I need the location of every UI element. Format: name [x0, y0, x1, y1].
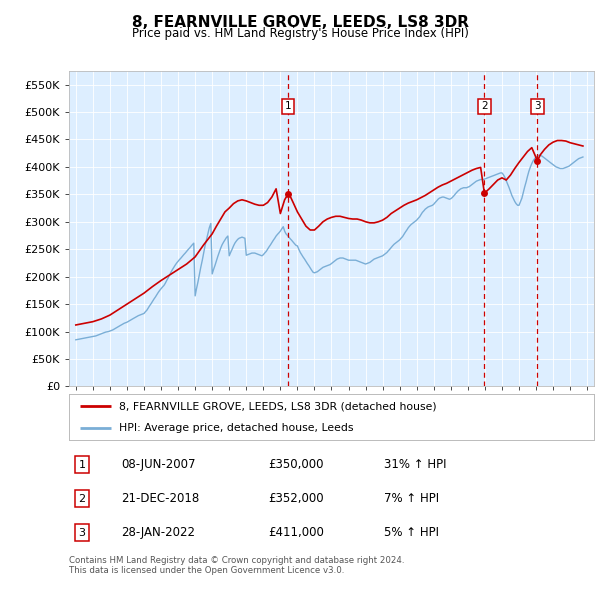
Text: 8, FEARNVILLE GROVE, LEEDS, LS8 3DR: 8, FEARNVILLE GROVE, LEEDS, LS8 3DR: [131, 15, 469, 30]
Text: 31% ↑ HPI: 31% ↑ HPI: [384, 458, 446, 471]
Text: 7% ↑ HPI: 7% ↑ HPI: [384, 492, 439, 505]
Text: Price paid vs. HM Land Registry's House Price Index (HPI): Price paid vs. HM Land Registry's House …: [131, 27, 469, 40]
Text: 8, FEARNVILLE GROVE, LEEDS, LS8 3DR (detached house): 8, FEARNVILLE GROVE, LEEDS, LS8 3DR (det…: [119, 401, 437, 411]
Text: HPI: Average price, detached house, Leeds: HPI: Average price, detached house, Leed…: [119, 422, 353, 432]
Text: 3: 3: [79, 527, 86, 537]
Text: This data is licensed under the Open Government Licence v3.0.: This data is licensed under the Open Gov…: [69, 566, 344, 575]
Text: £411,000: £411,000: [269, 526, 325, 539]
Text: 2: 2: [79, 494, 86, 503]
Text: 08-JUN-2007: 08-JUN-2007: [121, 458, 196, 471]
Text: £350,000: £350,000: [269, 458, 324, 471]
Text: 5% ↑ HPI: 5% ↑ HPI: [384, 526, 439, 539]
Text: 3: 3: [534, 101, 541, 112]
Text: 1: 1: [79, 460, 86, 470]
Text: 21-DEC-2018: 21-DEC-2018: [121, 492, 200, 505]
Text: 28-JAN-2022: 28-JAN-2022: [121, 526, 196, 539]
Text: £352,000: £352,000: [269, 492, 324, 505]
Text: Contains HM Land Registry data © Crown copyright and database right 2024.: Contains HM Land Registry data © Crown c…: [69, 556, 404, 565]
Text: 2: 2: [481, 101, 488, 112]
Text: 1: 1: [284, 101, 291, 112]
